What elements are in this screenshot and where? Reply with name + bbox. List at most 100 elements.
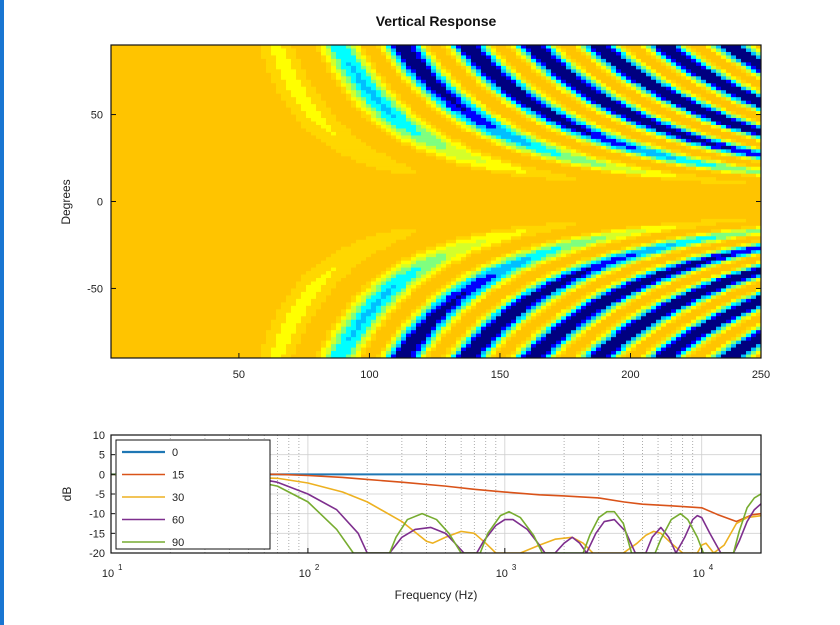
heatmap-cell	[236, 298, 242, 303]
heatmap-cell	[331, 114, 337, 119]
heatmap-cell	[376, 76, 382, 81]
heatmap-cell	[306, 312, 312, 317]
heatmap-cell	[141, 344, 147, 349]
heatmap-cell	[166, 305, 172, 310]
heatmap-cell	[366, 58, 372, 63]
heatmap-cell	[321, 79, 327, 84]
heatmap-cell	[136, 166, 142, 171]
heatmap-cell	[226, 239, 232, 244]
heatmap-cell	[186, 90, 192, 95]
heatmap-cell	[356, 232, 362, 237]
heatmap-cell	[126, 354, 132, 358]
heatmap-cell	[146, 222, 152, 227]
heatmap-cell	[216, 100, 222, 105]
heatmap-cell	[171, 344, 177, 349]
heatmap-cell	[141, 250, 147, 255]
heatmap-cell	[226, 340, 232, 345]
heatmap-cell	[326, 260, 332, 265]
heatmap-cell	[346, 121, 352, 126]
heatmap-cell	[276, 347, 282, 352]
heatmap-cell	[321, 351, 327, 356]
heatmap-cell	[196, 246, 202, 251]
heatmap-cell	[361, 48, 367, 53]
heatmap-cell	[111, 215, 117, 220]
heatmap-cell	[226, 58, 232, 63]
heatmap-cell	[261, 124, 267, 130]
heatmap-cell	[381, 65, 387, 70]
heatmap-cell	[151, 156, 157, 161]
heatmap-cell	[321, 211, 327, 217]
heatmap-cell	[176, 149, 182, 154]
heatmap-cell	[336, 333, 342, 338]
heatmap-cell	[226, 330, 232, 335]
heatmap-cell	[331, 354, 337, 358]
heatmap-cell	[321, 201, 327, 206]
heatmap-cell	[281, 236, 287, 241]
heatmap-cell	[126, 48, 132, 53]
heatmap-cell	[371, 173, 377, 178]
heatmap-cell	[141, 159, 147, 164]
heatmap-cell	[371, 166, 377, 171]
heatmap-cell	[146, 173, 152, 178]
heatmap-cell	[346, 65, 352, 70]
heatmap-cell	[251, 138, 257, 143]
heatmap-cell	[211, 347, 217, 352]
heatmap-cell	[356, 79, 362, 84]
heatmap-cell	[346, 257, 352, 262]
heatmap-cell	[296, 104, 302, 109]
heatmap-cell	[276, 121, 282, 126]
heatmap-cell	[241, 316, 247, 321]
heatmap-cell	[281, 257, 287, 262]
heatmap-cell	[206, 142, 212, 147]
heatmap-cell	[226, 201, 232, 206]
heatmap-cell	[351, 48, 357, 53]
heatmap-cell	[226, 69, 232, 74]
heatmap-cell	[151, 246, 157, 251]
heatmap-cell	[151, 208, 157, 213]
heatmap-cell	[316, 166, 322, 171]
heatmap-cell	[326, 177, 332, 182]
heatmap-cell	[136, 274, 142, 279]
heatmap-cell	[366, 309, 372, 314]
heatmap-cell	[141, 284, 147, 290]
heatmap-cell	[296, 86, 302, 91]
heatmap-cell	[346, 79, 352, 84]
heatmap-cell	[256, 177, 262, 182]
heatmap-cell	[386, 156, 392, 161]
heatmap-cell	[366, 90, 372, 95]
heatmap-cell	[371, 184, 377, 189]
heatmap-cell	[376, 198, 382, 203]
heatmap-cell	[191, 215, 197, 220]
heatmap-cell	[171, 124, 177, 130]
heatmap-cell	[271, 76, 277, 81]
heatmap-cell	[221, 288, 227, 293]
heatmap-cell	[216, 229, 222, 234]
heatmap-cell	[171, 86, 177, 91]
heatmap-cell	[186, 288, 192, 293]
heatmap-cell	[186, 149, 192, 154]
heatmap-cell	[331, 229, 337, 234]
heatmap-cell	[366, 45, 372, 50]
heatmap-cell	[126, 253, 132, 258]
heatmap-cell	[206, 309, 212, 314]
heatmap-cell	[156, 257, 162, 262]
heatmap-cell	[246, 191, 252, 196]
heatmap-cell	[301, 79, 307, 84]
heatmap-cell	[241, 211, 247, 217]
heatmap-cell	[336, 69, 342, 74]
heatmap-cell	[286, 288, 292, 293]
heatmap-cell	[211, 319, 217, 324]
heatmap-cell	[306, 121, 312, 126]
heatmap-cell	[111, 170, 117, 175]
heatmap-cell	[121, 239, 127, 244]
heatmap-cell	[246, 229, 252, 234]
heatmap-cell	[376, 291, 382, 296]
heatmap-cell	[131, 51, 137, 57]
heatmap-cell	[376, 236, 382, 241]
heatmap-cell	[146, 76, 152, 81]
heatmap-cell	[321, 55, 327, 60]
heatmap-cell	[201, 354, 207, 358]
heatmap-cell	[346, 118, 352, 123]
heatmap-cell	[136, 260, 142, 265]
heatmap-cell	[346, 131, 352, 137]
